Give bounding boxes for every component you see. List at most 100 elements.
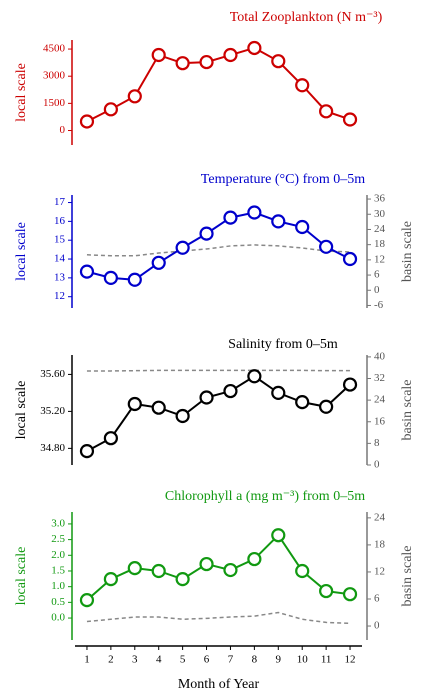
series-line [86, 533, 351, 601]
y-tick-label: 0.0 [51, 612, 65, 624]
data-point [79, 444, 95, 459]
y-tick-label: 1.0 [51, 580, 65, 592]
data-point [295, 78, 310, 93]
y-tick-label: 3000 [43, 70, 66, 82]
y2-tick-label: 24 [374, 394, 386, 406]
x-tick-label: 2 [108, 654, 114, 666]
y2-tick-label: 12 [374, 253, 385, 265]
y2-tick-label: 24 [374, 223, 386, 235]
data-point [79, 593, 95, 608]
data-point [295, 563, 310, 579]
data-point [342, 587, 358, 602]
data-point [151, 47, 166, 63]
data-point [319, 239, 334, 254]
data-point [271, 214, 286, 229]
y2-axis-label: basin scale [400, 545, 415, 606]
y2-axis-label: basin scale [400, 379, 415, 440]
chart-title: Chlorophyll a (mg m⁻³) from 0–5m [165, 489, 365, 504]
y-tick-label: 1.5 [51, 565, 65, 577]
y-axis-label: local scale [14, 547, 29, 606]
data-point [342, 377, 358, 392]
y-tick-label: 14 [54, 253, 66, 265]
data-point [247, 551, 262, 567]
x-tick-label: 9 [276, 654, 282, 666]
basin-line [86, 244, 351, 257]
y2-tick-label: 40 [374, 350, 386, 362]
y-tick-label: 34.80 [40, 442, 65, 454]
y2-tick-label: 16 [374, 415, 386, 427]
y2-tick-label: 12 [374, 565, 385, 577]
y-axis-label: local scale [14, 381, 29, 440]
y-tick-label: 0.5 [51, 596, 65, 608]
data-point [151, 563, 166, 579]
data-point [319, 583, 334, 599]
data-point [271, 54, 286, 69]
data-point [151, 400, 166, 415]
x-tick-label: 4 [156, 654, 162, 666]
data-point [199, 54, 214, 70]
data-point [127, 396, 142, 412]
data-point [79, 264, 95, 279]
basin-line [86, 611, 351, 625]
data-point [127, 89, 142, 104]
data-point [223, 47, 238, 63]
data-point [342, 251, 358, 267]
y2-tick-label: 6 [374, 269, 380, 281]
x-tick-label: 10 [297, 654, 309, 666]
y-tick-label: 13 [54, 271, 66, 283]
y-axis-label: local scale [14, 63, 29, 122]
y2-tick-label: 36 [374, 193, 386, 205]
data-point [247, 40, 262, 56]
y-tick-label: 2.0 [51, 549, 65, 561]
data-point [175, 240, 190, 255]
x-tick-label: 6 [204, 654, 210, 666]
y2-tick-label: 18 [374, 538, 386, 550]
data-point [175, 56, 190, 71]
data-point [199, 226, 214, 241]
series-line [86, 211, 351, 281]
data-point [127, 272, 142, 287]
y2-tick-label: 0 [374, 620, 380, 632]
x-tick-label: 1 [84, 654, 90, 666]
data-point [295, 395, 310, 410]
chart-title: Salinity from 0–5m [228, 337, 338, 352]
y-tick-label: 0 [60, 124, 66, 136]
data-point [271, 385, 286, 400]
y-tick-label: 17 [54, 196, 66, 208]
y-tick-label: 35.20 [40, 405, 65, 417]
series-line [86, 46, 351, 123]
data-point [319, 399, 334, 414]
y2-tick-label: 6 [374, 593, 380, 605]
data-point [223, 210, 238, 225]
data-point [79, 114, 95, 129]
data-point [175, 572, 190, 587]
y-tick-label: 4500 [43, 43, 66, 55]
chart-title: Temperature (°C) from 0–5m [201, 172, 366, 187]
y-tick-label: 35.60 [40, 368, 65, 380]
x-tick-label: 12 [345, 654, 356, 666]
data-point [103, 102, 118, 117]
data-point [127, 561, 142, 576]
data-point [103, 270, 118, 285]
y-axis-label: local scale [14, 222, 29, 281]
data-point [223, 562, 238, 578]
data-point [151, 255, 166, 270]
data-point [319, 104, 334, 119]
y-tick-label: 15 [54, 234, 66, 246]
y2-tick-label: -6 [374, 299, 384, 311]
x-tick-label: 5 [180, 654, 186, 666]
basin-line [86, 369, 351, 372]
y-tick-label: 1500 [43, 97, 66, 109]
y-tick-label: 3.0 [51, 517, 65, 529]
y2-tick-label: 24 [374, 511, 386, 523]
data-point [199, 556, 214, 572]
y2-tick-label: 18 [374, 238, 386, 250]
y-tick-label: 2.5 [51, 533, 65, 545]
series-line [86, 375, 351, 453]
data-point [271, 528, 286, 543]
y2-tick-label: 32 [374, 372, 385, 384]
data-point [295, 219, 310, 235]
data-point [103, 431, 118, 446]
y2-tick-label: 0 [374, 459, 380, 471]
